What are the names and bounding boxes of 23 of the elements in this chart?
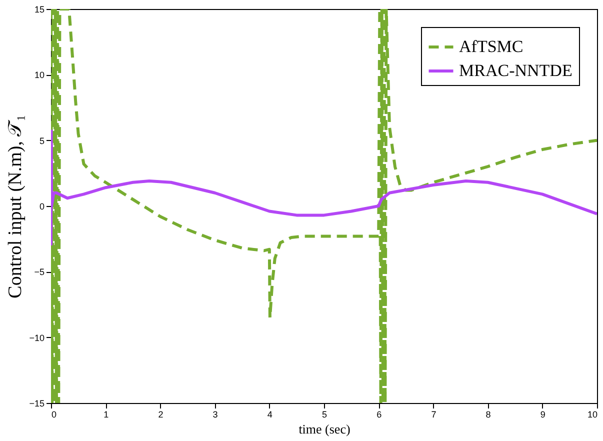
x-axis-title: time (sec) (298, 422, 350, 436)
x-tick-label: 3 (212, 410, 218, 420)
x-tick-label: 1 (104, 410, 109, 420)
x-tick-label: 4 (267, 410, 272, 420)
y-tick-label: 15 (34, 4, 44, 14)
x-tick-label: 10 (587, 410, 598, 420)
x-tick-label: 6 (376, 410, 382, 420)
x-tick-label: 0 (52, 410, 57, 420)
y-tick-label: −5 (34, 267, 44, 278)
y-tick-label: −10 (29, 332, 44, 343)
y-tick-label: −15 (29, 398, 44, 408)
legend-label: MRAC-NNTDE (459, 61, 572, 80)
y-tick-label: 5 (39, 136, 44, 146)
y-axis-title: Control input (N.m), 𝒯₁ (5, 114, 26, 298)
x-tick-label: 5 (322, 410, 328, 420)
y-tick-label: 0 (39, 202, 44, 212)
x-tick-label: 2 (158, 410, 164, 420)
x-tick-label: 8 (486, 410, 491, 420)
legend-label: AfTSMC (459, 37, 524, 56)
x-tick-label: 7 (431, 410, 436, 420)
line-series (51, 130, 597, 247)
x-tick-label: 9 (540, 410, 546, 420)
y-tick-label: 10 (34, 70, 44, 80)
